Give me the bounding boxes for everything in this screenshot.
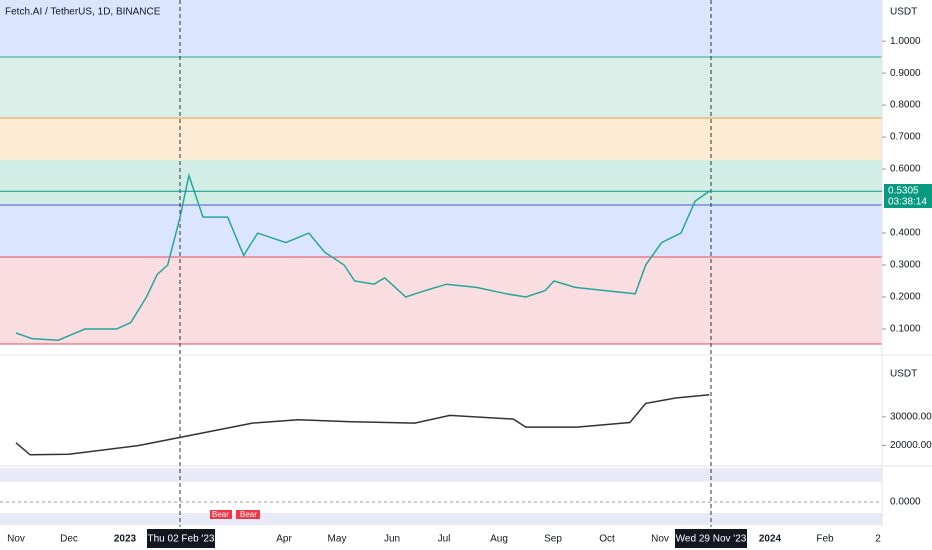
zone xyxy=(0,257,882,344)
bear-tag xyxy=(210,510,232,519)
bear-tag xyxy=(236,510,260,519)
x-tick-label: Oct xyxy=(599,534,615,545)
y-tick-label: 1.0000 xyxy=(890,36,921,47)
price-line xyxy=(15,394,710,456)
indicator-band xyxy=(0,468,882,482)
zone xyxy=(0,57,882,118)
x-tick-label: Nov xyxy=(651,534,669,545)
crosshair-date: Wed 29 Nov '23 xyxy=(676,534,747,545)
y-tick-label: 0.2000 xyxy=(890,292,921,303)
y-tick-label: 0.3000 xyxy=(890,260,921,271)
y-tick-label: 0.1000 xyxy=(890,324,921,335)
unit-label: USDT xyxy=(890,7,917,18)
y-tick-label: 0.0000 xyxy=(890,497,921,508)
price-line xyxy=(15,172,710,341)
zones xyxy=(0,0,882,345)
x-tick-label: Sep xyxy=(544,534,562,545)
indicator-band xyxy=(0,513,882,525)
x-tick-label: Apr xyxy=(276,534,292,545)
indicator-label: Bear xyxy=(212,510,229,519)
x-tick-label: 2023 xyxy=(114,534,137,545)
countdown: 03:38:14 xyxy=(888,197,927,208)
y-tick-label: 0.7000 xyxy=(890,132,921,143)
x-tick-label: Nov xyxy=(7,534,25,545)
x-tick-label: 2024 xyxy=(759,534,782,545)
symbol-title: Fetch.AI / TetherUS, 1D, BINANCE xyxy=(5,7,161,18)
y-tick-label: 0.8000 xyxy=(890,100,921,111)
y-tick-label: 20000.00 xyxy=(890,440,932,451)
price-tag xyxy=(884,184,932,208)
zone xyxy=(0,160,882,205)
x-tick-label: Jul xyxy=(438,534,451,545)
zone xyxy=(0,0,882,57)
x-tick-label: 2 xyxy=(875,534,881,545)
zone xyxy=(0,205,882,257)
x-tick-label: Dec xyxy=(60,534,78,545)
y-tick-label: 0.9000 xyxy=(890,68,921,79)
x-tick-label: Feb xyxy=(816,534,834,545)
x-tick-label: Jun xyxy=(384,534,400,545)
crosshair-date-box xyxy=(675,529,747,548)
y-tick-label: 0.6000 xyxy=(890,164,921,175)
unit-label: USDT xyxy=(890,369,917,380)
y-tick-label: 0.4000 xyxy=(890,228,921,239)
last-price: 0.5305 xyxy=(888,186,919,197)
x-tick-label: Aug xyxy=(490,534,508,545)
indicator-label: Bear xyxy=(240,510,257,519)
zone xyxy=(0,118,882,160)
crosshair-date-box xyxy=(147,529,215,548)
y-tick-label: 30000.00 xyxy=(890,411,932,422)
x-tick-label: May xyxy=(328,534,347,545)
crosshair-date: Thu 02 Feb '23 xyxy=(148,534,215,545)
